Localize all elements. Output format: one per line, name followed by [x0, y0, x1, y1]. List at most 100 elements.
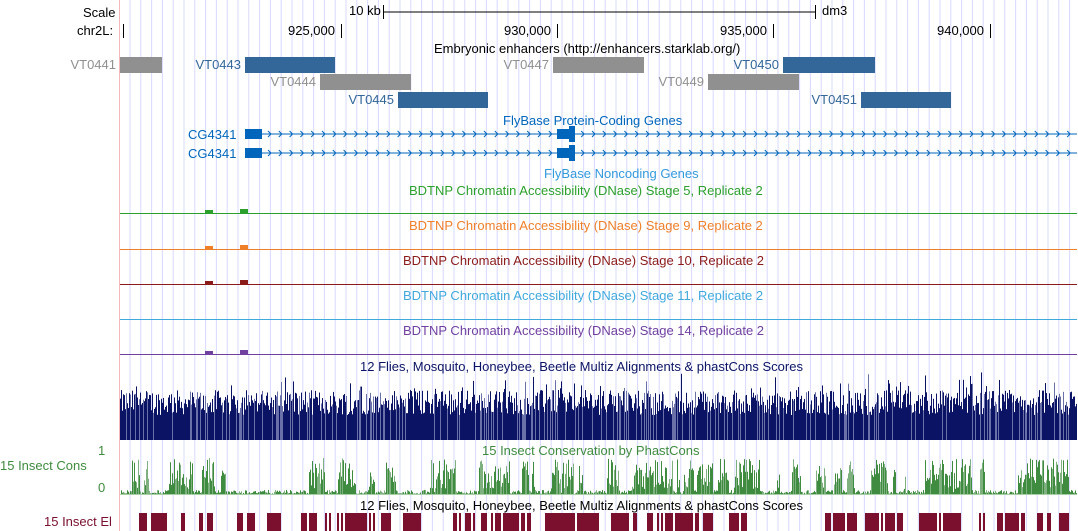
multiz-bar — [336, 405, 337, 440]
multiz-bar — [657, 402, 658, 440]
multiz-bar — [871, 414, 872, 440]
noncoding-track-title[interactable]: FlyBase Noncoding Genes — [544, 166, 699, 181]
cons-bar — [184, 484, 185, 494]
cons-bar — [1066, 474, 1067, 494]
multiz-track-title[interactable]: 12 Flies, Mosquito, Honeybee, Beetle Mul… — [360, 359, 803, 374]
strand-arrow — [440, 130, 445, 138]
cons-bar — [518, 490, 519, 494]
cons-bar — [868, 491, 869, 494]
cons-bar — [381, 491, 382, 494]
cons-bar — [543, 490, 544, 494]
multiz-bar — [630, 395, 631, 440]
cons-bar — [601, 492, 602, 494]
strand-arrow — [1034, 130, 1039, 138]
multiz-bar — [971, 384, 972, 440]
multiz-bar — [824, 412, 825, 440]
dnase-stage9-title[interactable]: BDTNP Chromatin Accessibility (DNase) St… — [409, 218, 763, 233]
cons-bar — [505, 478, 506, 494]
cons-bar — [471, 493, 472, 494]
multiz-bar — [905, 390, 906, 440]
multiz-bar — [348, 414, 349, 440]
multiz-bar — [352, 414, 353, 440]
enhancer-label[interactable]: VT0449 — [658, 74, 704, 89]
cons-bar — [458, 491, 459, 494]
dnase-stage5-title[interactable]: BDTNP Chromatin Accessibility (DNase) St… — [409, 183, 763, 198]
multiz-bar — [515, 410, 516, 440]
cons-bar — [426, 493, 427, 494]
dnase-stage14-title[interactable]: BDTNP Chromatin Accessibility (DNase) St… — [403, 323, 765, 338]
cons-bar — [492, 487, 493, 494]
enhancer-label[interactable]: VT0445 — [348, 92, 394, 107]
strand-arrow — [364, 149, 369, 157]
multiz-bar — [415, 391, 416, 440]
enhancer-label[interactable]: VT0444 — [270, 74, 316, 89]
enhancer-label[interactable]: VT0447 — [503, 57, 549, 72]
conserved-element — [853, 513, 855, 531]
multiz-bar — [998, 395, 999, 440]
cons-bar — [651, 475, 652, 494]
cons-track-title[interactable]: 15 Insect Conservation by PhastCons — [482, 443, 700, 458]
strand-arrow — [991, 130, 996, 138]
multiz-bar — [1001, 410, 1002, 440]
conserved-element — [733, 513, 735, 531]
cons-bar — [771, 492, 772, 494]
cons-side-label[interactable]: 15 Insect Cons — [0, 458, 87, 473]
strand-arrow — [505, 130, 510, 138]
gene-label[interactable]: CG4341 — [188, 146, 237, 161]
conserved-element — [691, 513, 693, 531]
multiz-bar — [435, 388, 436, 440]
enhancer-label[interactable]: VT0451 — [811, 92, 857, 107]
cons-bar — [613, 486, 614, 494]
cons-bar — [525, 463, 526, 494]
cons-bar — [449, 479, 450, 494]
dnase-stage10-title[interactable]: BDTNP Chromatin Accessibility (DNase) St… — [403, 253, 765, 268]
multiz-bar — [494, 399, 495, 440]
cons-bar — [156, 493, 157, 494]
multiz-bar — [249, 401, 250, 440]
enhancer-label[interactable]: VT0441 — [70, 57, 116, 72]
dnase-stage11-title[interactable]: BDTNP Chromatin Accessibility (DNase) St… — [403, 288, 764, 303]
cons-bar — [923, 490, 924, 494]
multiz-bar — [696, 407, 697, 440]
protein-genes-track-title[interactable]: FlyBase Protein-Coding Genes — [503, 113, 683, 128]
cons-bar — [405, 491, 406, 494]
cons-bar — [848, 473, 849, 494]
enhancers-track-title[interactable]: Embryonic enhancers (http://enhancers.st… — [434, 41, 741, 56]
elements-track-title[interactable]: 12 Flies, Mosquito, Honeybee, Beetle Mul… — [360, 498, 803, 513]
strand-arrow — [289, 149, 294, 157]
conserved-element — [921, 513, 923, 531]
cons-bar — [981, 468, 982, 494]
cons-bar — [742, 487, 743, 494]
cons-bar — [214, 486, 215, 494]
gene-label[interactable]: CG4341 — [188, 127, 237, 142]
multiz-bar — [510, 402, 511, 440]
enhancer-block — [553, 57, 644, 73]
enhancer-label[interactable]: VT0450 — [733, 57, 779, 72]
multiz-bar — [581, 385, 582, 440]
multiz-bar — [846, 414, 847, 440]
cons-bar — [725, 473, 726, 494]
cons-bar — [773, 490, 774, 494]
strand-arrow — [602, 149, 607, 157]
multiz-bar — [1047, 399, 1048, 440]
enhancer-block — [708, 74, 799, 90]
enhancer-label[interactable]: VT0443 — [195, 57, 241, 72]
cons-bar — [331, 491, 332, 494]
strand-arrow — [829, 130, 834, 138]
multiz-bar — [636, 398, 637, 440]
multiz-bar — [500, 402, 501, 440]
multiz-bar — [518, 413, 519, 440]
multiz-bar — [505, 380, 506, 440]
cons-bar — [692, 468, 693, 494]
conserved-element — [839, 513, 841, 531]
cons-bar — [618, 470, 619, 494]
multiz-bar — [331, 406, 332, 440]
multiz-bar — [566, 411, 567, 440]
cons-bar — [584, 491, 585, 494]
multiz-bar — [999, 379, 1000, 440]
cons-bar — [254, 491, 255, 494]
multiz-bar — [996, 404, 997, 440]
elements-side-label[interactable]: 15 Insect El — [44, 514, 112, 529]
cons-bar — [226, 491, 227, 494]
multiz-bar — [467, 390, 468, 440]
